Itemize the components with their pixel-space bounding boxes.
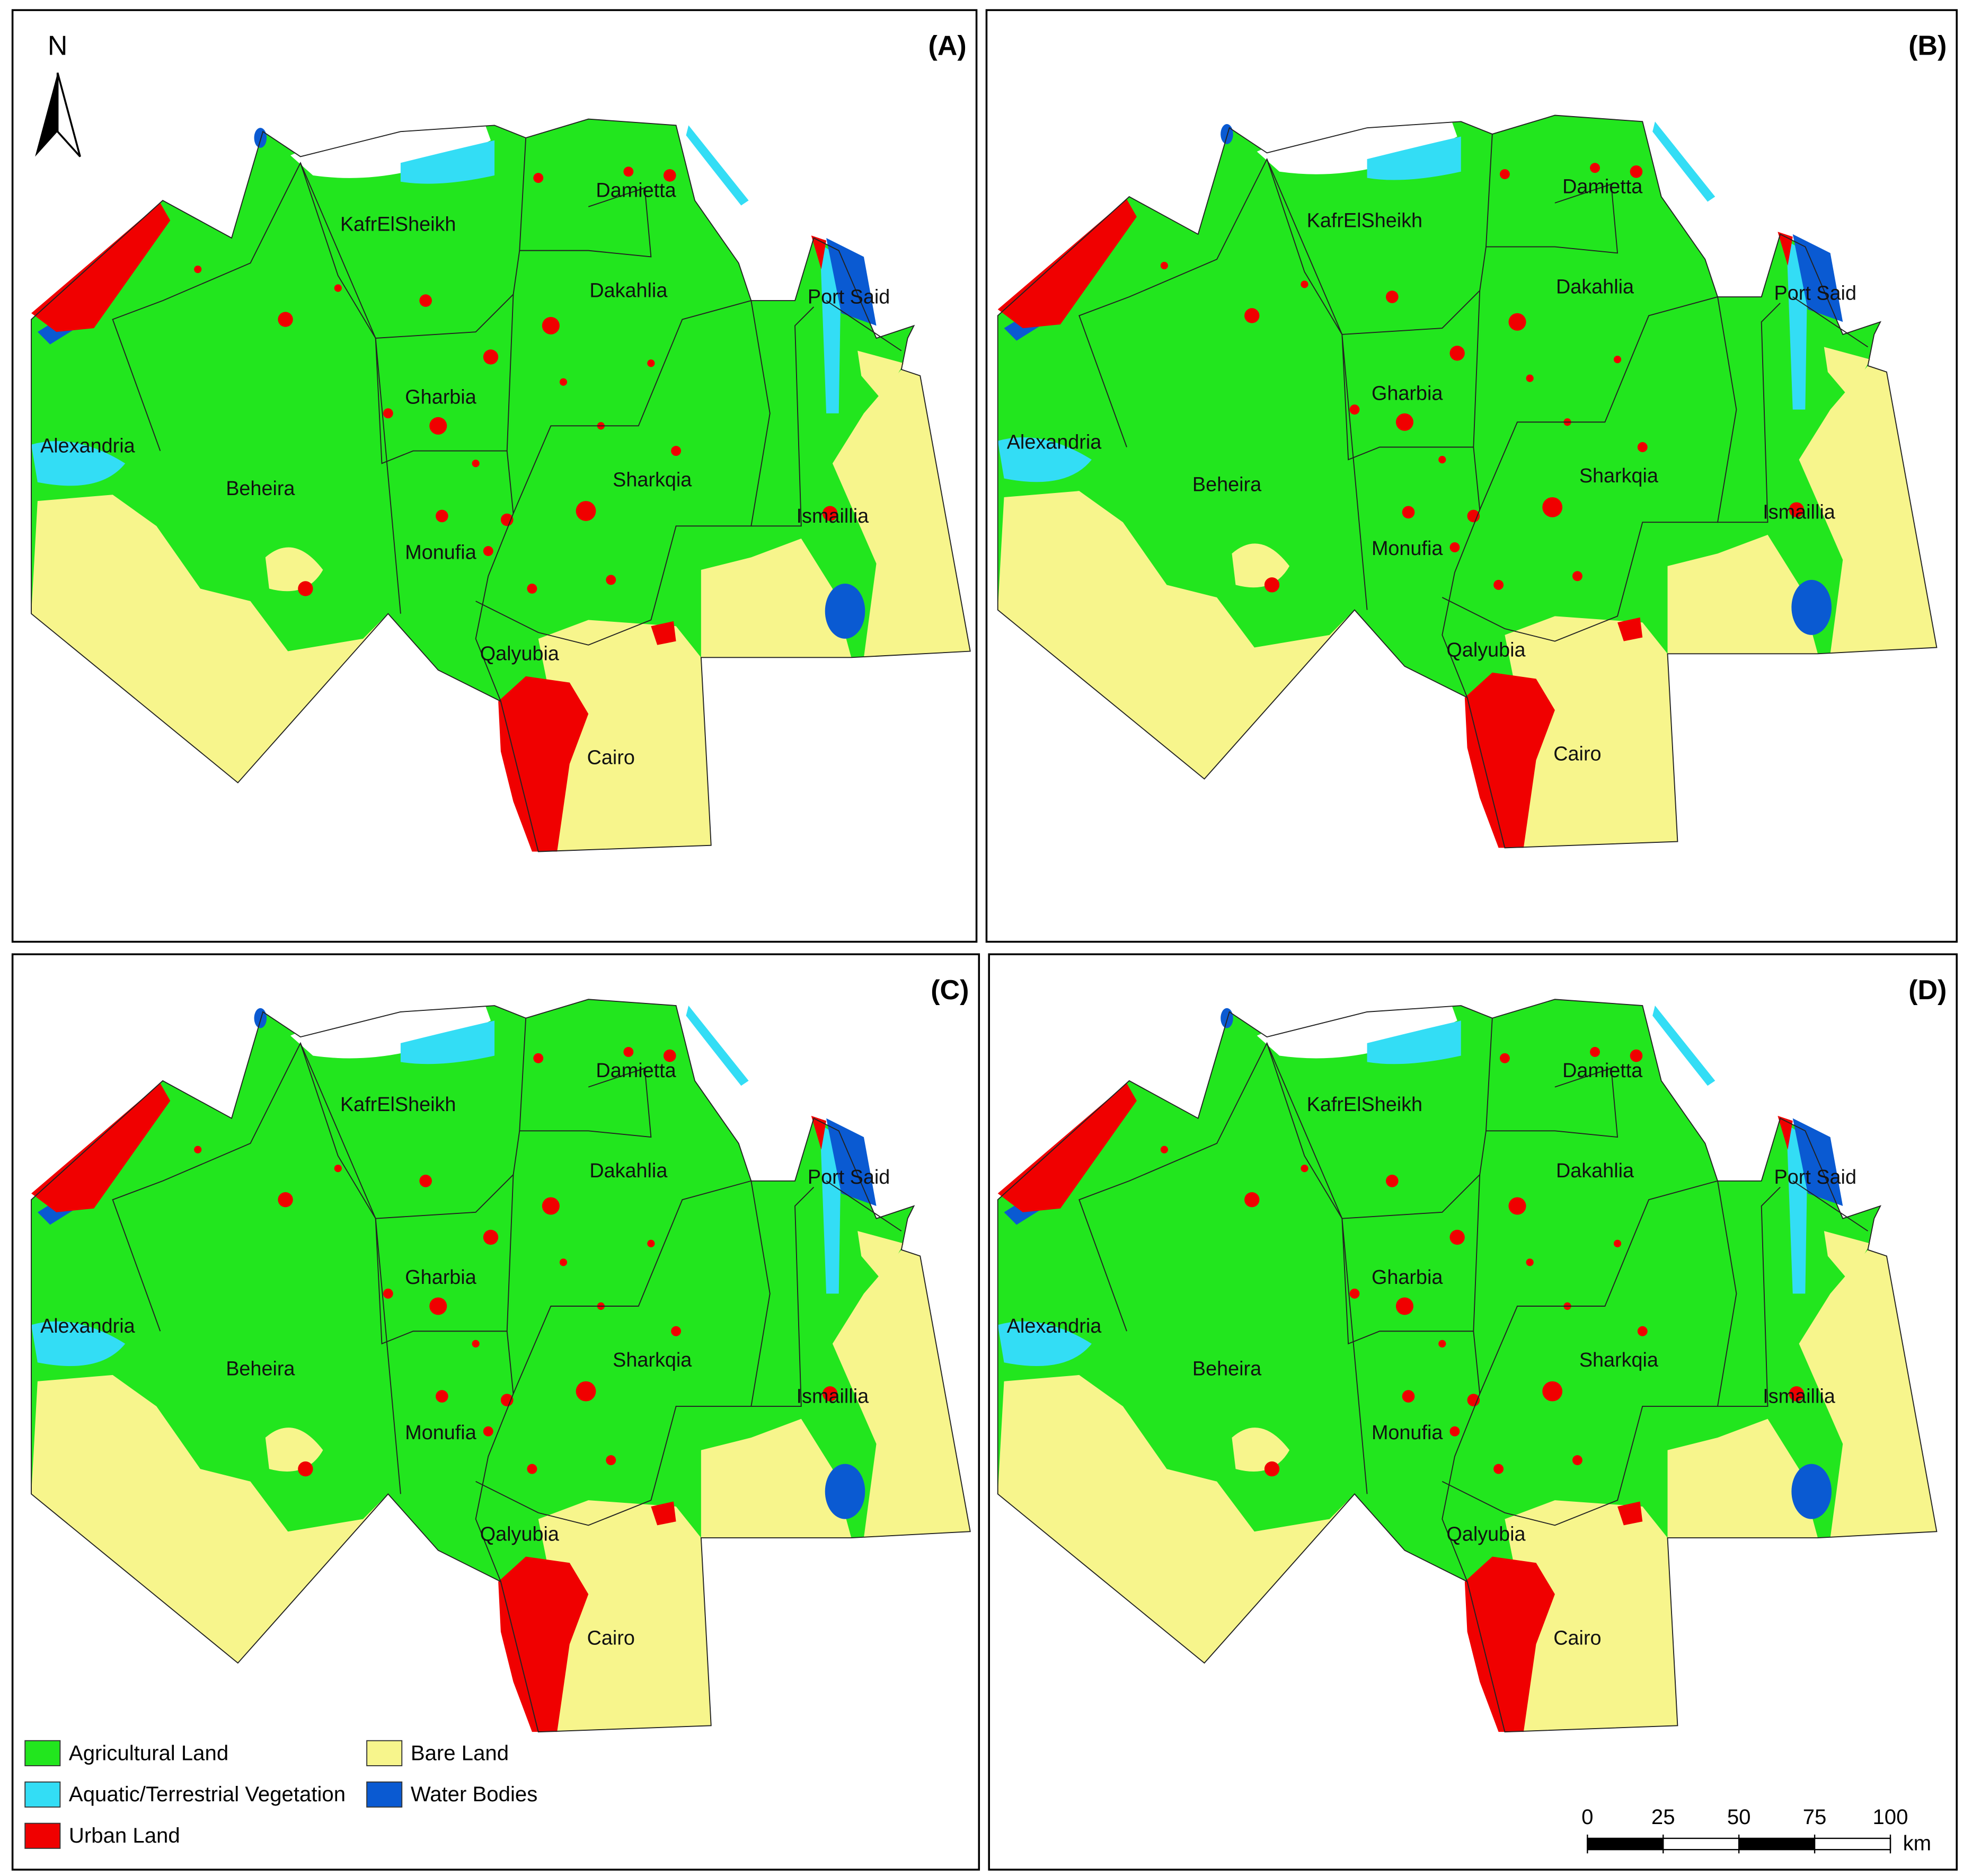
region-label: Cairo [587, 747, 635, 769]
legend-label: Agricultural Land [69, 1741, 228, 1765]
north-arrow: N [35, 31, 81, 157]
arrow-left [35, 73, 58, 157]
region-label: Dakahlia [589, 280, 668, 302]
legend: Agricultural Land Aquatic/Terrestrial Veg… [24, 1740, 537, 1849]
region-label: Gharbia [1372, 1266, 1443, 1289]
region-label: Alexandria [40, 435, 136, 457]
legend-label: Bare Land [411, 1741, 509, 1765]
legend-swatch [24, 1781, 61, 1808]
region-label: Monufia [1372, 1422, 1443, 1444]
region-label: Beheira [1192, 474, 1262, 496]
legend-label: Aquatic/Terrestrial Vegetation [69, 1782, 346, 1806]
map-panel: Damietta KafrElSheikh Dakahlia Port Said Gha… [988, 953, 1958, 1871]
region-label: Dakahlia [589, 1160, 668, 1182]
region-label: Gharbia [405, 386, 476, 408]
legend-swatch [24, 1822, 61, 1849]
region-label: KafrElSheikh [1307, 209, 1422, 232]
region-label: Beheira [226, 1358, 295, 1380]
scale-segment [1663, 1837, 1740, 1851]
legend-swatch [366, 1740, 403, 1766]
scale-tick-label: 100 [1872, 1805, 1908, 1829]
region-label: Ismaillia [1763, 1385, 1835, 1407]
region-label: Monufia [1372, 538, 1443, 560]
scale-tick-label: 50 [1727, 1805, 1751, 1829]
scale-tick-label: 0 [1581, 1805, 1593, 1829]
panel-label: (D) [1908, 975, 1947, 1006]
region-label: Ismaillia [1763, 501, 1835, 524]
panel-label: (A) [929, 31, 967, 61]
region-label: KafrElSheikh [1307, 1094, 1422, 1116]
region-label: Qalyubia [1446, 639, 1526, 662]
region-label: Alexandria [1007, 431, 1102, 453]
panel-label: (B) [1908, 31, 1947, 61]
region-label: Port Said [808, 286, 890, 308]
scale-tick-label: 25 [1651, 1805, 1675, 1829]
region-label: Gharbia [1372, 382, 1443, 404]
region-label: Port Said [1774, 1166, 1856, 1188]
region-label: KafrElSheikh [340, 213, 456, 235]
region-label: Cairo [1553, 1627, 1601, 1649]
panels: Damietta KafrElSheikh Dakahlia Port Said Gha… [11, 9, 1958, 1871]
region-label: Alexandria [40, 1315, 136, 1337]
region-label: Sharkqia [613, 469, 692, 491]
legend-swatch [366, 1781, 403, 1808]
legend-label: Water Bodies [411, 1782, 537, 1806]
region-label: Alexandria [1007, 1315, 1102, 1337]
region-label: Sharkqia [1579, 465, 1659, 487]
region-label: Damietta [1562, 175, 1643, 198]
map-panel: Damietta KafrElSheikh Dakahlia Port Said Gha… [11, 9, 978, 943]
legend-label: Urban Land [69, 1824, 180, 1847]
region-label: Damietta [596, 180, 676, 202]
region-label: Cairo [1553, 743, 1601, 765]
region-label: Sharkqia [613, 1349, 692, 1371]
region-label: Monufia [405, 541, 476, 563]
map-panel: Damietta KafrElSheikh Dakahlia Port Said Gha… [11, 953, 980, 1871]
panel-label: (C) [931, 975, 969, 1006]
region-label: KafrElSheikh [340, 1094, 456, 1116]
region-label: Ismaillia [797, 1385, 869, 1407]
map-panel: Damietta KafrElSheikh Dakahlia Port Said Gha… [985, 9, 1958, 943]
scale-segment [1814, 1837, 1891, 1851]
region-label: Qalyubia [480, 1523, 560, 1545]
scale-unit: km [1903, 1831, 1932, 1855]
region-label: Damietta [1562, 1060, 1643, 1082]
region-label: Port Said [808, 1166, 890, 1188]
region-label: Qalyubia [1446, 1523, 1526, 1545]
scale-segment [1738, 1837, 1816, 1851]
arrow-right [56, 72, 81, 157]
legend-swatch [24, 1740, 61, 1766]
region-label: Beheira [1192, 1358, 1262, 1380]
region-label: Sharkqia [1579, 1349, 1659, 1371]
scale-segment [1587, 1837, 1664, 1851]
region-label: Monufia [405, 1422, 476, 1444]
region-label: Dakahlia [1556, 1160, 1634, 1182]
region-label: Qalyubia [480, 643, 560, 665]
region-label: Port Said [1774, 282, 1856, 304]
region-label: Dakahlia [1556, 276, 1634, 298]
north-label: N [48, 31, 68, 61]
scale-tick-label: 75 [1803, 1805, 1827, 1829]
region-label: Beheira [226, 478, 295, 500]
region-label: Damietta [596, 1060, 676, 1082]
region-label: Gharbia [405, 1266, 476, 1289]
region-label: Cairo [587, 1627, 635, 1649]
region-label: Ismaillia [797, 505, 869, 527]
